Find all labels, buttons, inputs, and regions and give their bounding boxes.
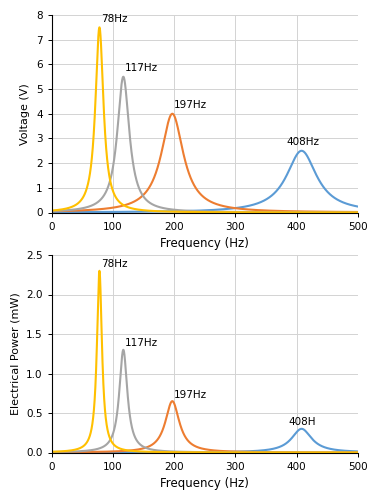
Text: 117Hz: 117Hz [125, 63, 158, 73]
Text: 197Hz: 197Hz [173, 390, 207, 400]
Text: 117Hz: 117Hz [125, 338, 158, 348]
Y-axis label: Voltage (V): Voltage (V) [20, 83, 31, 144]
Text: 408H: 408H [288, 417, 315, 427]
Text: 78Hz: 78Hz [101, 259, 127, 269]
Y-axis label: Electrical Power (mW): Electrical Power (mW) [10, 292, 20, 415]
Text: 408Hz: 408Hz [286, 137, 319, 147]
X-axis label: Frequency (Hz): Frequency (Hz) [161, 237, 249, 250]
Legend: Beam1, Beam2, Beam3, Beam4: Beam1, Beam2, Beam3, Beam4 [68, 273, 342, 283]
Text: 78Hz: 78Hz [101, 14, 127, 24]
X-axis label: Frequency (Hz): Frequency (Hz) [161, 477, 249, 490]
Text: 197Hz: 197Hz [173, 100, 207, 110]
